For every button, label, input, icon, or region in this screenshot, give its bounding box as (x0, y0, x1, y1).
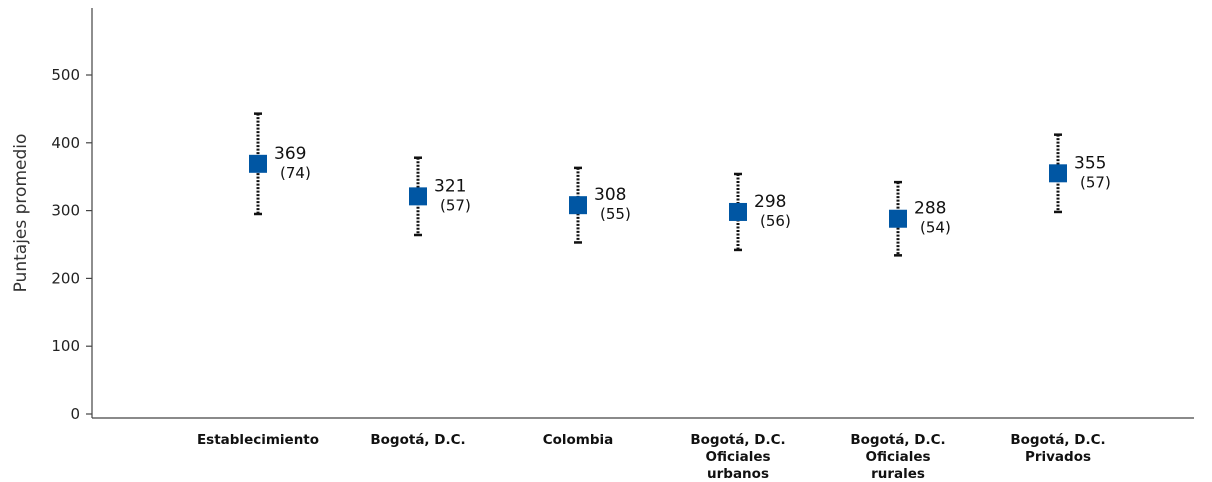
sd-label: (55) (600, 205, 631, 223)
y-tick-label: 200 (51, 269, 80, 287)
mean-marker (249, 154, 267, 173)
sd-label: (54) (920, 219, 951, 237)
data-points: 369(74)321(57)308(55)298(56)288(54)355(5… (249, 112, 1111, 257)
value-label: 308 (594, 185, 626, 205)
y-ticks: 0 100 200 300 400 500 (51, 66, 92, 423)
category-label: Oficiales (865, 449, 930, 465)
category-label: Privados (1025, 449, 1091, 465)
category-label: Establecimiento (197, 432, 319, 448)
y-tick-label: 0 (70, 405, 80, 423)
category-label: Colombia (543, 432, 614, 448)
y-tick-label: 100 (51, 337, 80, 355)
category-label: Bogotá, D.C. (1010, 432, 1105, 448)
mean-marker (729, 202, 747, 221)
sd-label: (56) (760, 212, 791, 230)
category-labels: Establecimiento Bogotá, D.C. Colombia Bogot… (197, 432, 1106, 482)
sd-label: (74) (280, 164, 311, 182)
y-axis-label: Puntajes promedio (11, 134, 31, 293)
category-label: Bogotá, D.C. (370, 432, 465, 448)
category-label: rurales (871, 466, 925, 482)
y-tick-label: 300 (51, 202, 80, 220)
category-label: Bogotá, D.C. (690, 432, 785, 448)
value-label: 355 (1074, 153, 1106, 173)
sd-label: (57) (1080, 173, 1111, 191)
mean-marker (569, 196, 587, 215)
y-tick-label: 400 (51, 134, 80, 152)
value-label: 369 (274, 144, 306, 164)
mean-marker (1049, 164, 1067, 183)
category-label: Bogotá, D.C. (850, 432, 945, 448)
category-label: urbanos (707, 466, 769, 482)
sd-label: (57) (440, 196, 471, 214)
mean-marker (409, 187, 427, 206)
value-label: 321 (434, 176, 466, 196)
value-label: 298 (754, 192, 786, 212)
category-label: Oficiales (705, 449, 770, 465)
mean-marker (889, 209, 907, 228)
value-label: 288 (914, 199, 946, 219)
y-tick-label: 500 (51, 66, 80, 84)
